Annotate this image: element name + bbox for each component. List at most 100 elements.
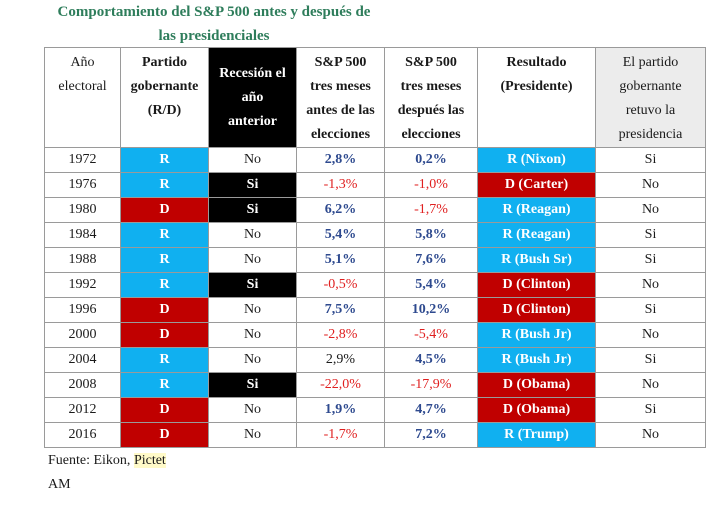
cell-recession: No — [208, 247, 297, 273]
cell-before: 7,5% — [296, 297, 385, 323]
cell-retained: No — [595, 372, 706, 398]
cell-party: D — [120, 297, 209, 323]
title-line-1: Comportamiento del S&P 500 antes y despu… — [57, 4, 371, 20]
cell-recession: No — [208, 147, 297, 173]
cell-before: 6,2% — [296, 197, 385, 223]
table-row: 1996 D No 7,5% 10,2% D (Clinton) Si — [44, 297, 706, 323]
header-line: El partido — [622, 55, 679, 70]
cell-before: 5,1% — [296, 247, 385, 273]
cell-before: 2,8% — [296, 147, 385, 173]
header-before: S&P 500 tres meses antes de las elecciones — [296, 47, 385, 148]
cell-before: 1,9% — [296, 397, 385, 423]
table-row: 2000 D No -2,8% -5,4% R (Bush Jr) No — [44, 322, 706, 348]
cell-retained: No — [595, 172, 706, 198]
cell-result: R (Reagan) — [477, 222, 596, 248]
cell-after: 10,2% — [384, 297, 478, 323]
cell-recession: No — [208, 397, 297, 423]
cell-party: R — [120, 172, 209, 198]
source-label: Fuente: Eikon, — [48, 453, 134, 468]
cell-party: R — [120, 147, 209, 173]
cell-year: 2008 — [44, 372, 121, 398]
header-line: tres meses — [400, 79, 462, 94]
cell-retained: Si — [595, 147, 706, 173]
cell-before: -2,8% — [296, 322, 385, 348]
cell-after: -17,9% — [384, 372, 478, 398]
cell-party: D — [120, 422, 209, 448]
title-line-2: las presidenciales — [158, 28, 270, 44]
cell-year: 2004 — [44, 347, 121, 373]
cell-before: -1,7% — [296, 422, 385, 448]
cell-recession: Si — [208, 272, 297, 298]
table-row: 1972 R No 2,8% 0,2% R (Nixon) Si — [44, 147, 706, 173]
header-after: S&P 500 tres meses después las elecciones — [384, 47, 478, 148]
cell-retained: Si — [595, 397, 706, 423]
cell-year: 1996 — [44, 297, 121, 323]
cell-recession: No — [208, 422, 297, 448]
header-line: (Presidente) — [500, 79, 573, 94]
header-line: presidencia — [618, 127, 683, 142]
header-party: Partido gobernante (R/D) — [120, 47, 209, 148]
sp500-election-table: Año electoral Partido gobernante (R/D) Recesi… — [44, 47, 706, 448]
table-row: 2004 R No 2,9% 4,5% R (Bush Jr) Si — [44, 347, 706, 373]
cell-result: D (Obama) — [477, 372, 596, 398]
header-line: tres meses — [310, 79, 371, 94]
header-result: Resultado (Presidente) — [477, 47, 596, 148]
cell-after: 4,5% — [384, 347, 478, 373]
cell-result: D (Clinton) — [477, 297, 596, 323]
header-line: Año — [70, 55, 95, 70]
cell-year: 1972 — [44, 147, 121, 173]
header-retained: El partido gobernante retuvo la presidencia — [595, 47, 706, 148]
cell-year: 2016 — [44, 422, 121, 448]
cell-party: R — [120, 347, 209, 373]
cell-result: R (Reagan) — [477, 197, 596, 223]
header-line: Recesión el — [219, 65, 286, 81]
cell-retained: Si — [595, 347, 706, 373]
header-line: anterior — [228, 113, 277, 129]
cell-party: D — [120, 197, 209, 223]
header-line: Resultado — [506, 55, 567, 70]
cell-party: R — [120, 372, 209, 398]
cell-party: R — [120, 222, 209, 248]
cell-year: 1992 — [44, 272, 121, 298]
cell-retained: No — [595, 272, 706, 298]
table-title: Comportamiento del S&P 500 antes y despu… — [44, 0, 384, 48]
cell-after: 7,2% — [384, 422, 478, 448]
cell-after: 4,7% — [384, 397, 478, 423]
header-line: (R/D) — [147, 103, 182, 118]
cell-retained: No — [595, 422, 706, 448]
cell-after: -1,0% — [384, 172, 478, 198]
header-line: elecciones — [310, 127, 371, 142]
cell-result: D (Carter) — [477, 172, 596, 198]
cell-recession: No — [208, 347, 297, 373]
cell-result: R (Bush Sr) — [477, 247, 596, 273]
header-line: Partido — [141, 55, 188, 70]
cell-before: -0,5% — [296, 272, 385, 298]
cell-after: 5,4% — [384, 272, 478, 298]
table-row: 2012 D No 1,9% 4,7% D (Obama) Si — [44, 397, 706, 423]
source-highlight: Pictet — [133, 453, 166, 468]
header-line: elecciones — [401, 127, 461, 142]
header-recession: Recesión el año anterior — [208, 47, 297, 148]
header-line: S&P 500 — [314, 55, 367, 70]
header-line: gobernante — [130, 79, 199, 94]
table-row: 1980 D Si 6,2% -1,7% R (Reagan) No — [44, 197, 706, 223]
cell-result: R (Bush Jr) — [477, 347, 596, 373]
cell-recession: No — [208, 322, 297, 348]
header-year: Año electoral — [44, 47, 121, 148]
table-row: 2016 D No -1,7% 7,2% R (Trump) No — [44, 422, 706, 448]
cell-before: 5,4% — [296, 222, 385, 248]
cell-recession: Si — [208, 172, 297, 198]
cell-result: D (Clinton) — [477, 272, 596, 298]
table-row: 1984 R No 5,4% 5,8% R (Reagan) Si — [44, 222, 706, 248]
header-line: retuvo la — [625, 103, 676, 118]
cell-year: 1976 — [44, 172, 121, 198]
cell-recession: Si — [208, 372, 297, 398]
cell-retained: Si — [595, 222, 706, 248]
cell-year: 2000 — [44, 322, 121, 348]
cell-after: -1,7% — [384, 197, 478, 223]
cell-year: 1988 — [44, 247, 121, 273]
cell-party: D — [120, 322, 209, 348]
cell-year: 2012 — [44, 397, 121, 423]
cell-retained: No — [595, 197, 706, 223]
header-line: después las — [397, 103, 465, 118]
